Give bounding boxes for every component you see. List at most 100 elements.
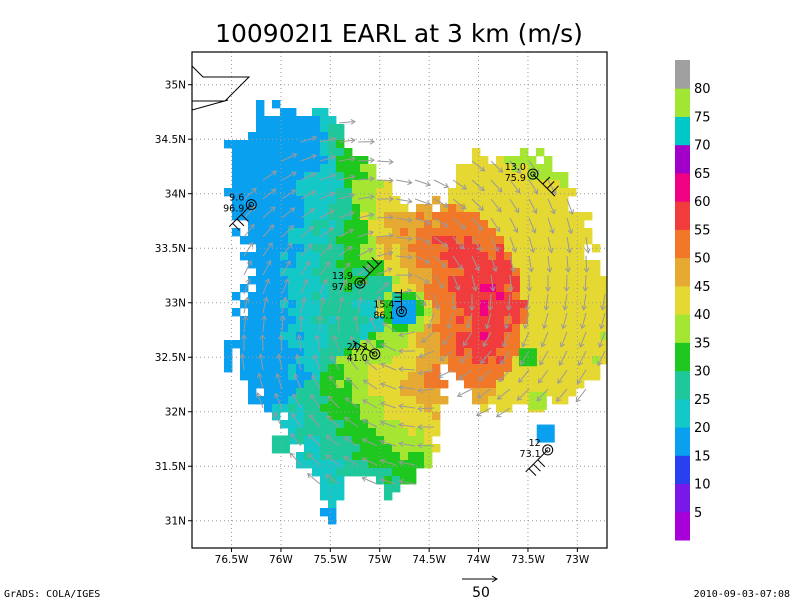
wind-vector [262, 316, 265, 333]
wind-vector-head [398, 403, 404, 410]
wind-vector-head [460, 204, 467, 210]
wind-barb-flag [371, 257, 380, 265]
wind-vector-head [546, 267, 553, 273]
wind-vector [319, 261, 330, 276]
station-label-top: 12 [529, 438, 541, 449]
wind-vector-head [267, 242, 273, 248]
colorbar-swatch [675, 172, 690, 202]
wind-vector [559, 350, 568, 366]
wind-vector-head [533, 188, 539, 195]
wind-vector [399, 424, 416, 428]
wind-vector [345, 397, 359, 409]
wind-vector-head [576, 378, 582, 385]
wind-vector-head [386, 267, 393, 273]
wind-vector [517, 388, 530, 401]
wind-vector [337, 316, 340, 333]
wind-vector-head [442, 241, 448, 247]
wind-vector [509, 255, 515, 272]
wind-vector [281, 171, 297, 181]
wind-vector-head [369, 175, 375, 182]
wind-vector [452, 274, 460, 291]
wind-vector-head [514, 207, 520, 214]
wind-vector-head [310, 394, 316, 400]
wind-vector [344, 417, 359, 428]
wind-vector-head [328, 227, 334, 233]
wind-vector [300, 208, 315, 219]
wind-vector [489, 293, 492, 311]
wind-vector [338, 157, 355, 162]
wind-vector-head [561, 323, 567, 330]
wind-vector-head [460, 357, 466, 363]
wind-vector-head [515, 188, 521, 194]
wind-vector-head [474, 265, 480, 272]
wind-vector [278, 354, 283, 371]
wind-vector-head [566, 248, 573, 254]
wind-vector [518, 369, 530, 383]
wind-vector [338, 194, 355, 200]
wind-vector [241, 354, 245, 371]
wind-vector [478, 369, 492, 381]
wind-vector [418, 350, 435, 358]
wind-vector-head [398, 331, 404, 338]
wind-vector-head [345, 377, 352, 383]
wind-vector [471, 198, 484, 211]
wind-vector-head [441, 262, 447, 268]
colorbar-swatch [675, 427, 690, 456]
colorbar-swatch [675, 144, 690, 174]
wind-vector-head [314, 334, 321, 340]
colorbar-label: 65 [694, 167, 711, 182]
wind-vector-head [369, 138, 375, 145]
wind-vector-head [438, 283, 444, 289]
wind-vector [541, 331, 549, 347]
wind-vector-head [363, 359, 370, 365]
wind-vector [522, 331, 530, 347]
wind-vector-head [425, 219, 431, 226]
wind-vector [243, 188, 257, 200]
wind-vector [528, 217, 536, 233]
wind-vector-head [388, 214, 394, 221]
colorbar-swatch [675, 314, 690, 343]
wind-vector-head [575, 396, 581, 403]
colorbar-label: 20 [694, 421, 711, 436]
wind-vector [438, 369, 454, 378]
wind-vector [262, 170, 277, 181]
wind-vector [262, 242, 273, 257]
wind-vector [338, 121, 355, 124]
wind-vector-head [522, 323, 529, 330]
wind-vector-head [437, 372, 444, 378]
wind-vector-head [477, 225, 483, 232]
wind-vector-head [559, 342, 566, 348]
wind-vector [508, 293, 511, 310]
wind-vector [338, 297, 343, 314]
wind-vector [281, 207, 295, 219]
wind-vector-head [270, 188, 277, 194]
x-tick-label: 76.5W [215, 554, 249, 566]
colorbar-label: 10 [694, 478, 711, 493]
wind-vector [433, 217, 448, 227]
wind-vector [433, 179, 449, 188]
station-4: 15.486.1 [373, 289, 407, 321]
wind-vector-head [326, 244, 333, 250]
wind-vector-head [290, 189, 297, 195]
wind-vector [380, 421, 397, 428]
wind-vector [357, 248, 373, 257]
wind-vector [447, 312, 454, 329]
wind-vector [490, 274, 494, 291]
station-5: 21.341.0 [347, 340, 381, 364]
wind-vector [281, 316, 284, 333]
wind-vector-head [250, 205, 256, 212]
wind-vector-head [329, 209, 335, 215]
wind-vector [243, 297, 249, 314]
wind-barb-flag [232, 222, 240, 231]
wind-vector [338, 229, 354, 238]
wind-barb-flag [351, 342, 357, 350]
wind-vector-head [362, 279, 368, 286]
wind-vector [480, 350, 492, 364]
wind-vector [376, 234, 393, 238]
wind-vector [528, 236, 535, 253]
wind-vector [433, 198, 449, 208]
wind-vector-head [458, 374, 464, 380]
wind-vector-head [380, 343, 387, 349]
wind-vector-head [311, 135, 318, 142]
wind-vector [262, 260, 271, 276]
